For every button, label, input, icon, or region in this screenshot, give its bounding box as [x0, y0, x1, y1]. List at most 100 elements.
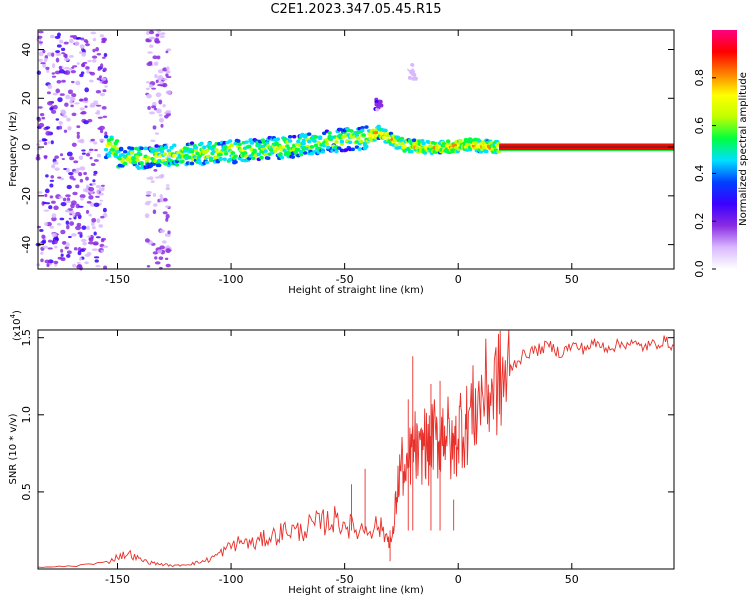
noise-cell — [70, 104, 74, 108]
noise-cell — [54, 155, 60, 159]
x-tick-label: -100 — [219, 573, 244, 586]
noise-cell — [70, 69, 77, 74]
noise-cell — [66, 117, 71, 122]
ridge-cell — [123, 161, 128, 166]
noise-cell — [65, 194, 71, 198]
y-tick-label: -40 — [20, 236, 33, 254]
ridge-cell — [379, 132, 384, 136]
ridge-cell — [302, 151, 308, 155]
ridge-cell — [151, 162, 157, 166]
noise-cell — [158, 114, 163, 117]
noise-cell — [85, 66, 90, 70]
ridge-cell — [360, 126, 365, 130]
noise-cell — [74, 102, 80, 105]
noise-cell — [85, 152, 91, 157]
snr-scale-note: (x104) — [9, 310, 23, 341]
x-tick-label: 50 — [565, 573, 579, 586]
noise-cell — [59, 217, 65, 221]
noise-cell — [151, 87, 156, 90]
ridge-cell — [279, 155, 285, 160]
noise-cell — [58, 65, 62, 70]
noise-cell — [94, 256, 100, 259]
ridge-cell — [383, 128, 388, 133]
noise-cell — [154, 74, 158, 79]
ridge-cell — [172, 143, 177, 148]
ridge-cell — [189, 149, 195, 154]
ridge-cell — [204, 160, 210, 165]
noise-cell — [160, 123, 164, 128]
noise-cell — [66, 253, 71, 258]
noise-cell — [150, 180, 155, 184]
noise-cell — [45, 126, 51, 130]
noise-cell — [77, 251, 82, 256]
noise-cell — [90, 138, 96, 142]
ridge-cell — [266, 156, 271, 160]
noise-cell — [60, 177, 65, 181]
noise-cell — [97, 116, 103, 119]
noise-cell — [102, 56, 106, 59]
noise-cell — [94, 149, 98, 152]
noise-cell — [51, 232, 57, 237]
y-tick-label: 0 — [20, 144, 33, 151]
noise-cell — [56, 44, 62, 48]
ridge-cell — [211, 144, 217, 149]
noise-cell — [79, 107, 85, 111]
noise-cell — [60, 229, 66, 235]
noise-cell — [38, 140, 42, 143]
noise-cell — [59, 39, 64, 44]
ridge-cell — [347, 140, 353, 145]
ridge-cell — [421, 141, 426, 146]
noise-cell — [98, 202, 102, 206]
ridge-cell — [373, 130, 379, 135]
ridge-cell — [244, 140, 249, 144]
ridge-cell — [394, 143, 399, 147]
noise-cell — [99, 63, 104, 69]
noise-cell — [40, 258, 44, 263]
noise-cell — [38, 51, 44, 57]
noise-cell — [69, 99, 73, 104]
ridge-cell — [180, 152, 185, 156]
spot-cell — [411, 69, 416, 74]
ridge-cell — [172, 153, 177, 158]
noise-cell — [66, 250, 72, 255]
colorbar-tick-label: 0.8 — [693, 69, 706, 87]
noise-cell — [58, 125, 63, 130]
noise-cell — [72, 65, 78, 68]
noise-cell — [89, 79, 94, 83]
noise-cell — [42, 63, 47, 68]
noise-cell — [64, 70, 71, 76]
noise-cell — [66, 151, 73, 157]
noise-cell — [38, 106, 43, 109]
y-tick-label: -20 — [20, 187, 33, 205]
ridge-cell — [176, 150, 181, 155]
noise-cell — [76, 134, 80, 139]
ridge-cell — [129, 146, 135, 151]
noise-cell — [165, 205, 170, 208]
ridge-cell — [477, 139, 482, 143]
ridge-cell — [233, 154, 238, 158]
ridge-cell — [282, 148, 287, 153]
ridge-cell — [204, 148, 210, 153]
ridge-cell — [207, 141, 212, 146]
snr-scale-base: (x10 — [12, 318, 23, 341]
spot-cell — [412, 72, 417, 77]
ridge-cell — [455, 149, 460, 154]
x-tick-label: 0 — [455, 573, 462, 586]
noise-cell — [77, 231, 83, 235]
noise-cell — [81, 152, 86, 155]
ridge-cell — [103, 147, 109, 152]
noise-cell — [96, 109, 101, 115]
x-tick-label: 0 — [455, 273, 462, 286]
noise-cell — [92, 48, 96, 53]
noise-cell — [154, 38, 160, 43]
noise-cell — [41, 239, 47, 244]
noise-cell — [164, 233, 169, 237]
noise-cell — [165, 90, 172, 95]
noise-cell — [59, 153, 64, 157]
noise-cell — [91, 226, 96, 230]
ridge-cell — [361, 133, 366, 137]
noise-cell — [55, 88, 61, 94]
noise-cell — [83, 97, 88, 102]
noise-cell — [79, 257, 83, 261]
